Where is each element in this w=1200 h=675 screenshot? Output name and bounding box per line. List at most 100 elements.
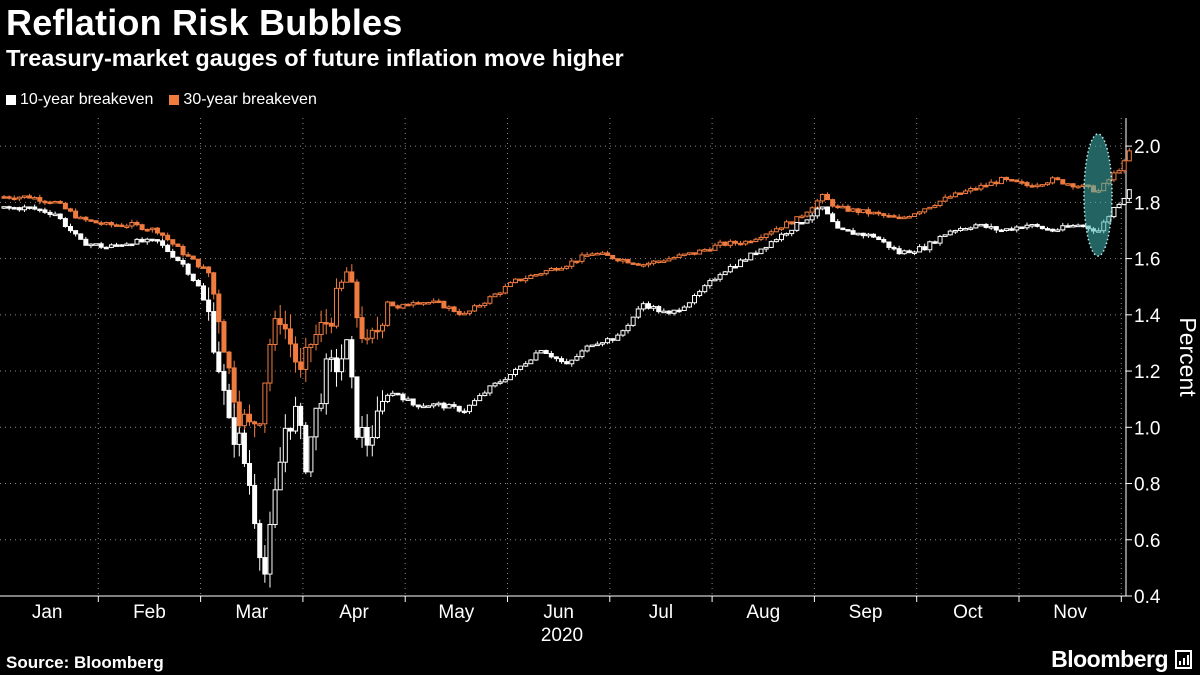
- candle-body-10y: [129, 243, 135, 247]
- candle-body-10y: [410, 398, 416, 406]
- candle-body-10y: [778, 233, 784, 241]
- candle-body-10y: [998, 229, 1004, 233]
- candle-body-30y: [395, 305, 401, 309]
- candle-body-10y: [564, 361, 570, 365]
- candle-body-30y: [656, 260, 662, 264]
- candle-body-30y: [871, 211, 877, 215]
- candle-body-10y: [963, 227, 969, 231]
- candle-body-30y: [553, 267, 559, 271]
- candle-body-30y: [778, 227, 784, 230]
- candle-body-10y: [533, 352, 539, 361]
- candle-body-30y: [16, 196, 22, 200]
- candle-body-10y: [37, 208, 43, 212]
- y-tick-label: 0.6: [1134, 531, 1160, 552]
- candle-body-30y: [712, 244, 718, 251]
- candle-body-30y: [1070, 183, 1076, 188]
- candle-body-30y: [620, 259, 626, 262]
- candle-body-30y: [1029, 185, 1035, 188]
- candle-body-10y: [1014, 226, 1020, 231]
- candle-body-30y: [697, 249, 703, 255]
- x-tick-label: Nov: [1053, 602, 1087, 623]
- candle-body-10y: [881, 239, 887, 243]
- candle-body-10y: [446, 404, 452, 409]
- candle-body-30y: [937, 200, 943, 207]
- candle-body-10y: [809, 215, 815, 221]
- candle-body-10y: [548, 353, 554, 358]
- candle-body-30y: [52, 200, 58, 204]
- candle-body-30y: [119, 224, 125, 228]
- candle-body-30y: [865, 209, 871, 215]
- candle-body-30y: [21, 195, 27, 198]
- candle-body-10y: [768, 241, 774, 248]
- candle-body-10y: [993, 226, 999, 231]
- candle-body-10y: [1004, 228, 1010, 232]
- candle-body-10y: [339, 358, 345, 373]
- candle-body-30y: [738, 242, 744, 246]
- candle-body-10y: [635, 308, 641, 318]
- candle-body-10y: [441, 402, 447, 409]
- candle-body-10y: [390, 392, 396, 396]
- candle-body-30y: [819, 193, 825, 202]
- highlight-ellipse: [1083, 133, 1113, 257]
- candle-body-10y: [1065, 225, 1071, 228]
- candle-body-10y: [160, 240, 166, 246]
- candle-body-30y: [804, 211, 810, 217]
- candle-body-10y: [98, 243, 104, 248]
- candle-body-10y: [553, 356, 559, 360]
- candle-body-10y: [794, 221, 800, 231]
- candle-body-30y: [666, 258, 672, 262]
- candle-body-10y: [814, 208, 820, 217]
- candle-body-10y: [799, 221, 805, 225]
- candle-body-10y: [1024, 224, 1030, 229]
- candle-body-30y: [160, 232, 166, 236]
- candle-body-10y: [170, 250, 176, 258]
- candle-body-30y: [640, 264, 646, 267]
- candle-body-10y: [461, 410, 467, 414]
- candle-body-10y: [88, 243, 94, 247]
- y-tick-label: 0.4: [1134, 587, 1161, 608]
- candle-body-10y: [323, 358, 329, 405]
- candle-body-30y: [855, 208, 861, 213]
- candle-body-30y: [533, 274, 539, 277]
- candle-body-10y: [247, 462, 253, 486]
- candle-body-10y: [277, 461, 283, 491]
- candle-body-10y: [1075, 224, 1081, 228]
- candle-body-10y: [773, 239, 779, 243]
- candle-body-10y: [185, 263, 191, 275]
- candle-body-30y: [968, 188, 974, 192]
- candle-body-10y: [594, 343, 600, 347]
- candle-body-30y: [692, 252, 698, 255]
- candle-body-10y: [364, 426, 370, 446]
- candle-body-30y: [599, 252, 605, 255]
- candle-body-30y: [1126, 150, 1132, 162]
- candle-body-30y: [1024, 182, 1030, 187]
- candle-body-10y: [456, 405, 462, 412]
- candle-body-30y: [635, 263, 641, 266]
- candle-body-30y: [298, 361, 304, 370]
- candle-body-10y: [282, 427, 288, 463]
- candle-body-30y: [559, 267, 565, 271]
- candle-body-10y: [671, 309, 677, 314]
- candle-body-10y: [349, 339, 355, 378]
- candle-body-30y: [446, 306, 452, 309]
- candle-body-10y: [221, 371, 227, 391]
- candle-body-10y: [1055, 229, 1061, 232]
- candle-body-30y: [1075, 185, 1081, 189]
- candle-body-30y: [400, 303, 406, 309]
- candle-body-30y: [922, 208, 928, 213]
- candle-body-30y: [574, 260, 580, 264]
- candle-body-30y: [216, 293, 222, 323]
- candle-body-30y: [973, 188, 979, 191]
- x-tick-label: Oct: [953, 602, 983, 623]
- candle-body-30y: [257, 423, 263, 426]
- candle-body-10y: [681, 306, 687, 312]
- candle-body-30y: [886, 215, 892, 218]
- candle-body-10y: [891, 246, 897, 250]
- candle-body-10y: [661, 310, 667, 314]
- candle-body-10y: [845, 229, 851, 232]
- candle-body-30y: [845, 205, 851, 212]
- candle-body-30y: [605, 252, 611, 256]
- candle-body-30y: [1019, 181, 1025, 184]
- candle-body-10y: [574, 356, 580, 361]
- candle-body-10y: [702, 285, 708, 293]
